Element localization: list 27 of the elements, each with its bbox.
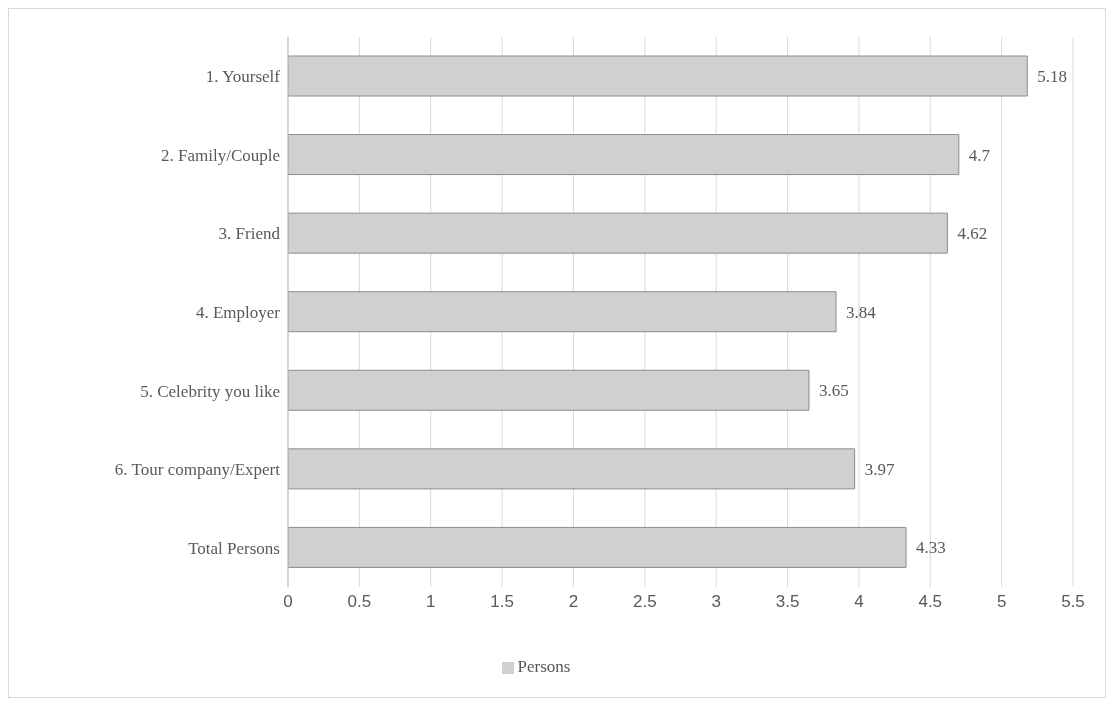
x-tick-label: 4.5 <box>918 592 943 612</box>
y-tick-label: 2. Family/Couple <box>161 145 280 165</box>
data-label: 4.7 <box>968 145 991 165</box>
x-tick-label: 0.5 <box>347 592 372 612</box>
data-label: 5.18 <box>1037 67 1068 87</box>
x-tick-label: 2.5 <box>633 592 657 612</box>
legend-label: Persons <box>517 657 571 676</box>
x-tick-label: 1.5 <box>490 592 514 612</box>
x-tick-label: 0 <box>283 592 293 612</box>
y-tick-label: 5. Celebrity you like <box>140 381 280 401</box>
y-tick-label: Total Persons <box>188 538 280 558</box>
data-label: 3.97 <box>864 459 895 479</box>
x-tick-label: 3 <box>711 592 721 612</box>
x-tick-label: 5.5 <box>1061 592 1085 612</box>
data-label: 3.65 <box>818 381 849 401</box>
x-tick-label: 3.5 <box>775 592 800 612</box>
x-tick-label: 4 <box>854 592 864 612</box>
data-label: 4.33 <box>916 538 946 558</box>
y-tick-label: 6. Tour company/Expert <box>114 460 281 480</box>
y-tick-label: 4. Employer <box>195 303 281 323</box>
y-tick-label: 1. Yourself <box>205 67 281 87</box>
x-tick-label: 1 <box>425 592 436 612</box>
y-tick-label: 3. Friend <box>218 224 281 244</box>
x-tick-label: 2 <box>568 592 579 612</box>
data-label: 4.62 <box>957 224 988 244</box>
data-label: 3.84 <box>846 302 877 322</box>
x-tick-label: 5 <box>996 592 1007 612</box>
